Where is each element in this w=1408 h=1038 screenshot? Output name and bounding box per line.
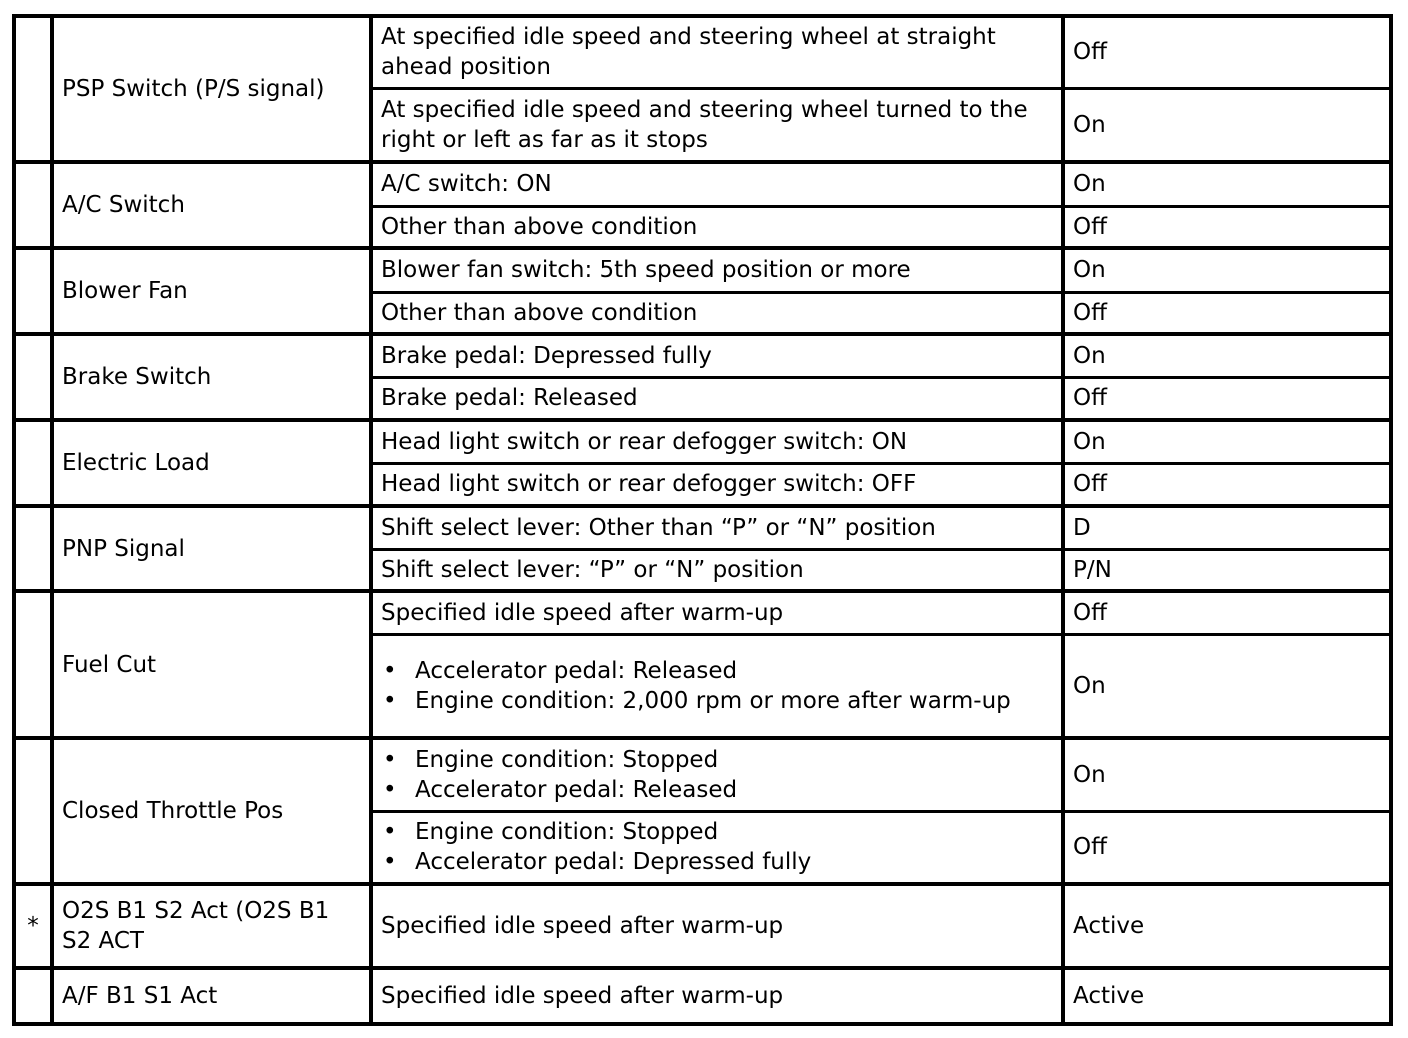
item-name-cell: Brake Switch	[50, 332, 373, 422]
marker-cell	[12, 504, 54, 593]
condition-cell: Engine condition: StoppedAccelerator ped…	[369, 809, 1065, 886]
condition-bullet: Accelerator pedal: Released	[381, 775, 1053, 805]
value-cell: Active	[1061, 882, 1393, 970]
item-name-cell: A/F B1 S1 Act	[50, 966, 373, 1026]
marker-cell	[12, 332, 54, 422]
marker-cell: *	[12, 882, 54, 970]
table-row: Head light switch or rear defogger switc…	[14, 461, 1393, 508]
table-row: Blower Fan Blower fan switch: 5th speed p…	[12, 246, 1393, 336]
table-row: Closed Throttle PosEngine condition: Sto…	[12, 736, 1393, 886]
condition-bullet: Engine condition: Stopped	[381, 817, 1053, 847]
table-row: Brake Switch Brake pedal: Depressed fully…	[12, 332, 1393, 422]
condition-list: Accelerator pedal: ReleasedEngine condit…	[381, 656, 1053, 716]
condition-cell: Head light switch or rear defogger switc…	[369, 461, 1065, 508]
marker-cell	[12, 14, 54, 164]
table-row: Fuel Cut Specified idle speed after warm-…	[12, 589, 1393, 740]
item-name-cell: Closed Throttle Pos	[50, 736, 373, 886]
table-row: PNP Signal Shift select lever: Other than…	[12, 504, 1393, 593]
table-row: Engine condition: StoppedAccelerator ped…	[14, 809, 1393, 886]
table-row: PSP Switch (P/S signal) At specified idle…	[12, 14, 1393, 164]
condition-bullet: Engine condition: 2,000 rpm or more afte…	[381, 686, 1053, 716]
marker-cell	[12, 246, 54, 336]
value-cell: Off	[1061, 461, 1393, 508]
value-cell: Active	[1061, 966, 1393, 1026]
value-cell: Off	[1061, 290, 1393, 336]
table-row: Electric Load Head light switch or rear d…	[12, 418, 1393, 508]
condition-cell: Shift select lever: Other than “P” or “N…	[369, 504, 1065, 551]
condition-cell: At specified idle speed and steering whe…	[369, 86, 1065, 164]
value-cell: P/N	[1061, 547, 1393, 593]
condition-cell: Brake pedal: Released	[369, 375, 1065, 422]
table-row: Other than above condition Off	[14, 290, 1393, 336]
condition-bullet: Accelerator pedal: Depressed fully	[381, 847, 1053, 877]
condition-cell: Head light switch or rear defogger switc…	[369, 418, 1065, 465]
value-cell: D	[1061, 504, 1393, 551]
value-cell: Off	[1061, 204, 1393, 250]
table-row: Accelerator pedal: ReleasedEngine condit…	[14, 632, 1393, 740]
item-name-cell: A/C Switch	[50, 160, 373, 250]
value-cell: On	[1061, 736, 1393, 813]
condition-cell: Brake pedal: Depressed fully	[369, 332, 1065, 379]
value-cell: Off	[1061, 14, 1393, 90]
value-cell: Off	[1061, 375, 1393, 422]
condition-bullet: Accelerator pedal: Released	[381, 656, 1053, 686]
item-name-cell: PSP Switch (P/S signal)	[50, 14, 373, 164]
item-name-cell: O2S B1 S2 Act (O2S B1 S2 ACT	[50, 882, 373, 970]
item-name-cell: Fuel Cut	[50, 589, 373, 740]
condition-cell: Blower fan switch: 5th speed position or…	[369, 246, 1065, 294]
condition-list: Engine condition: StoppedAccelerator ped…	[381, 817, 1053, 877]
table-row: Other than above condition Off	[14, 204, 1393, 250]
condition-cell: Accelerator pedal: ReleasedEngine condit…	[369, 632, 1065, 740]
condition-cell: Engine condition: StoppedAccelerator ped…	[369, 736, 1065, 813]
value-cell: On	[1061, 418, 1393, 465]
condition-cell: At specified idle speed and steering whe…	[369, 14, 1065, 90]
table-row: A/F B1 S1 Act Specified idle speed after …	[12, 966, 1393, 1026]
value-cell: Off	[1061, 589, 1393, 636]
condition-cell: Shift select lever: “P” or “N” position	[369, 547, 1065, 593]
item-name-cell: Electric Load	[50, 418, 373, 508]
condition-bullet: Engine condition: Stopped	[381, 745, 1053, 775]
value-cell: On	[1061, 160, 1393, 208]
item-name-cell: PNP Signal	[50, 504, 373, 593]
table-row: At specified idle speed and steering whe…	[14, 86, 1393, 164]
value-cell: On	[1061, 332, 1393, 379]
marker-cell	[12, 736, 54, 886]
condition-cell: Other than above condition	[369, 204, 1065, 250]
table-row: A/C Switch A/C switch: ON On	[12, 160, 1393, 250]
value-cell: On	[1061, 632, 1393, 740]
marker-cell	[12, 966, 54, 1026]
marker-cell	[12, 418, 54, 508]
marker-cell	[12, 589, 54, 740]
table-body: PSP Switch (P/S signal) At specified idle…	[12, 14, 1393, 1026]
table-row: Shift select lever: “P” or “N” position P…	[14, 547, 1393, 593]
value-cell: On	[1061, 246, 1393, 294]
value-cell: On	[1061, 86, 1393, 164]
condition-cell: A/C switch: ON	[369, 160, 1065, 208]
value-cell: Off	[1061, 809, 1393, 886]
condition-cell: Specified idle speed after warm-up	[369, 882, 1065, 970]
data-monitor-table: PSP Switch (P/S signal) At specified idle…	[12, 14, 1393, 1026]
table-row: * O2S B1 S2 Act (O2S B1 S2 ACT Specified i…	[12, 882, 1393, 970]
table-row: Brake pedal: Released Off	[14, 375, 1393, 422]
condition-cell: Specified idle speed after warm-up	[369, 966, 1065, 1026]
condition-list: Engine condition: StoppedAccelerator ped…	[381, 745, 1053, 805]
condition-cell: Specified idle speed after warm-up	[369, 589, 1065, 636]
marker-cell	[12, 160, 54, 250]
condition-cell: Other than above condition	[369, 290, 1065, 336]
item-name-cell: Blower Fan	[50, 246, 373, 336]
